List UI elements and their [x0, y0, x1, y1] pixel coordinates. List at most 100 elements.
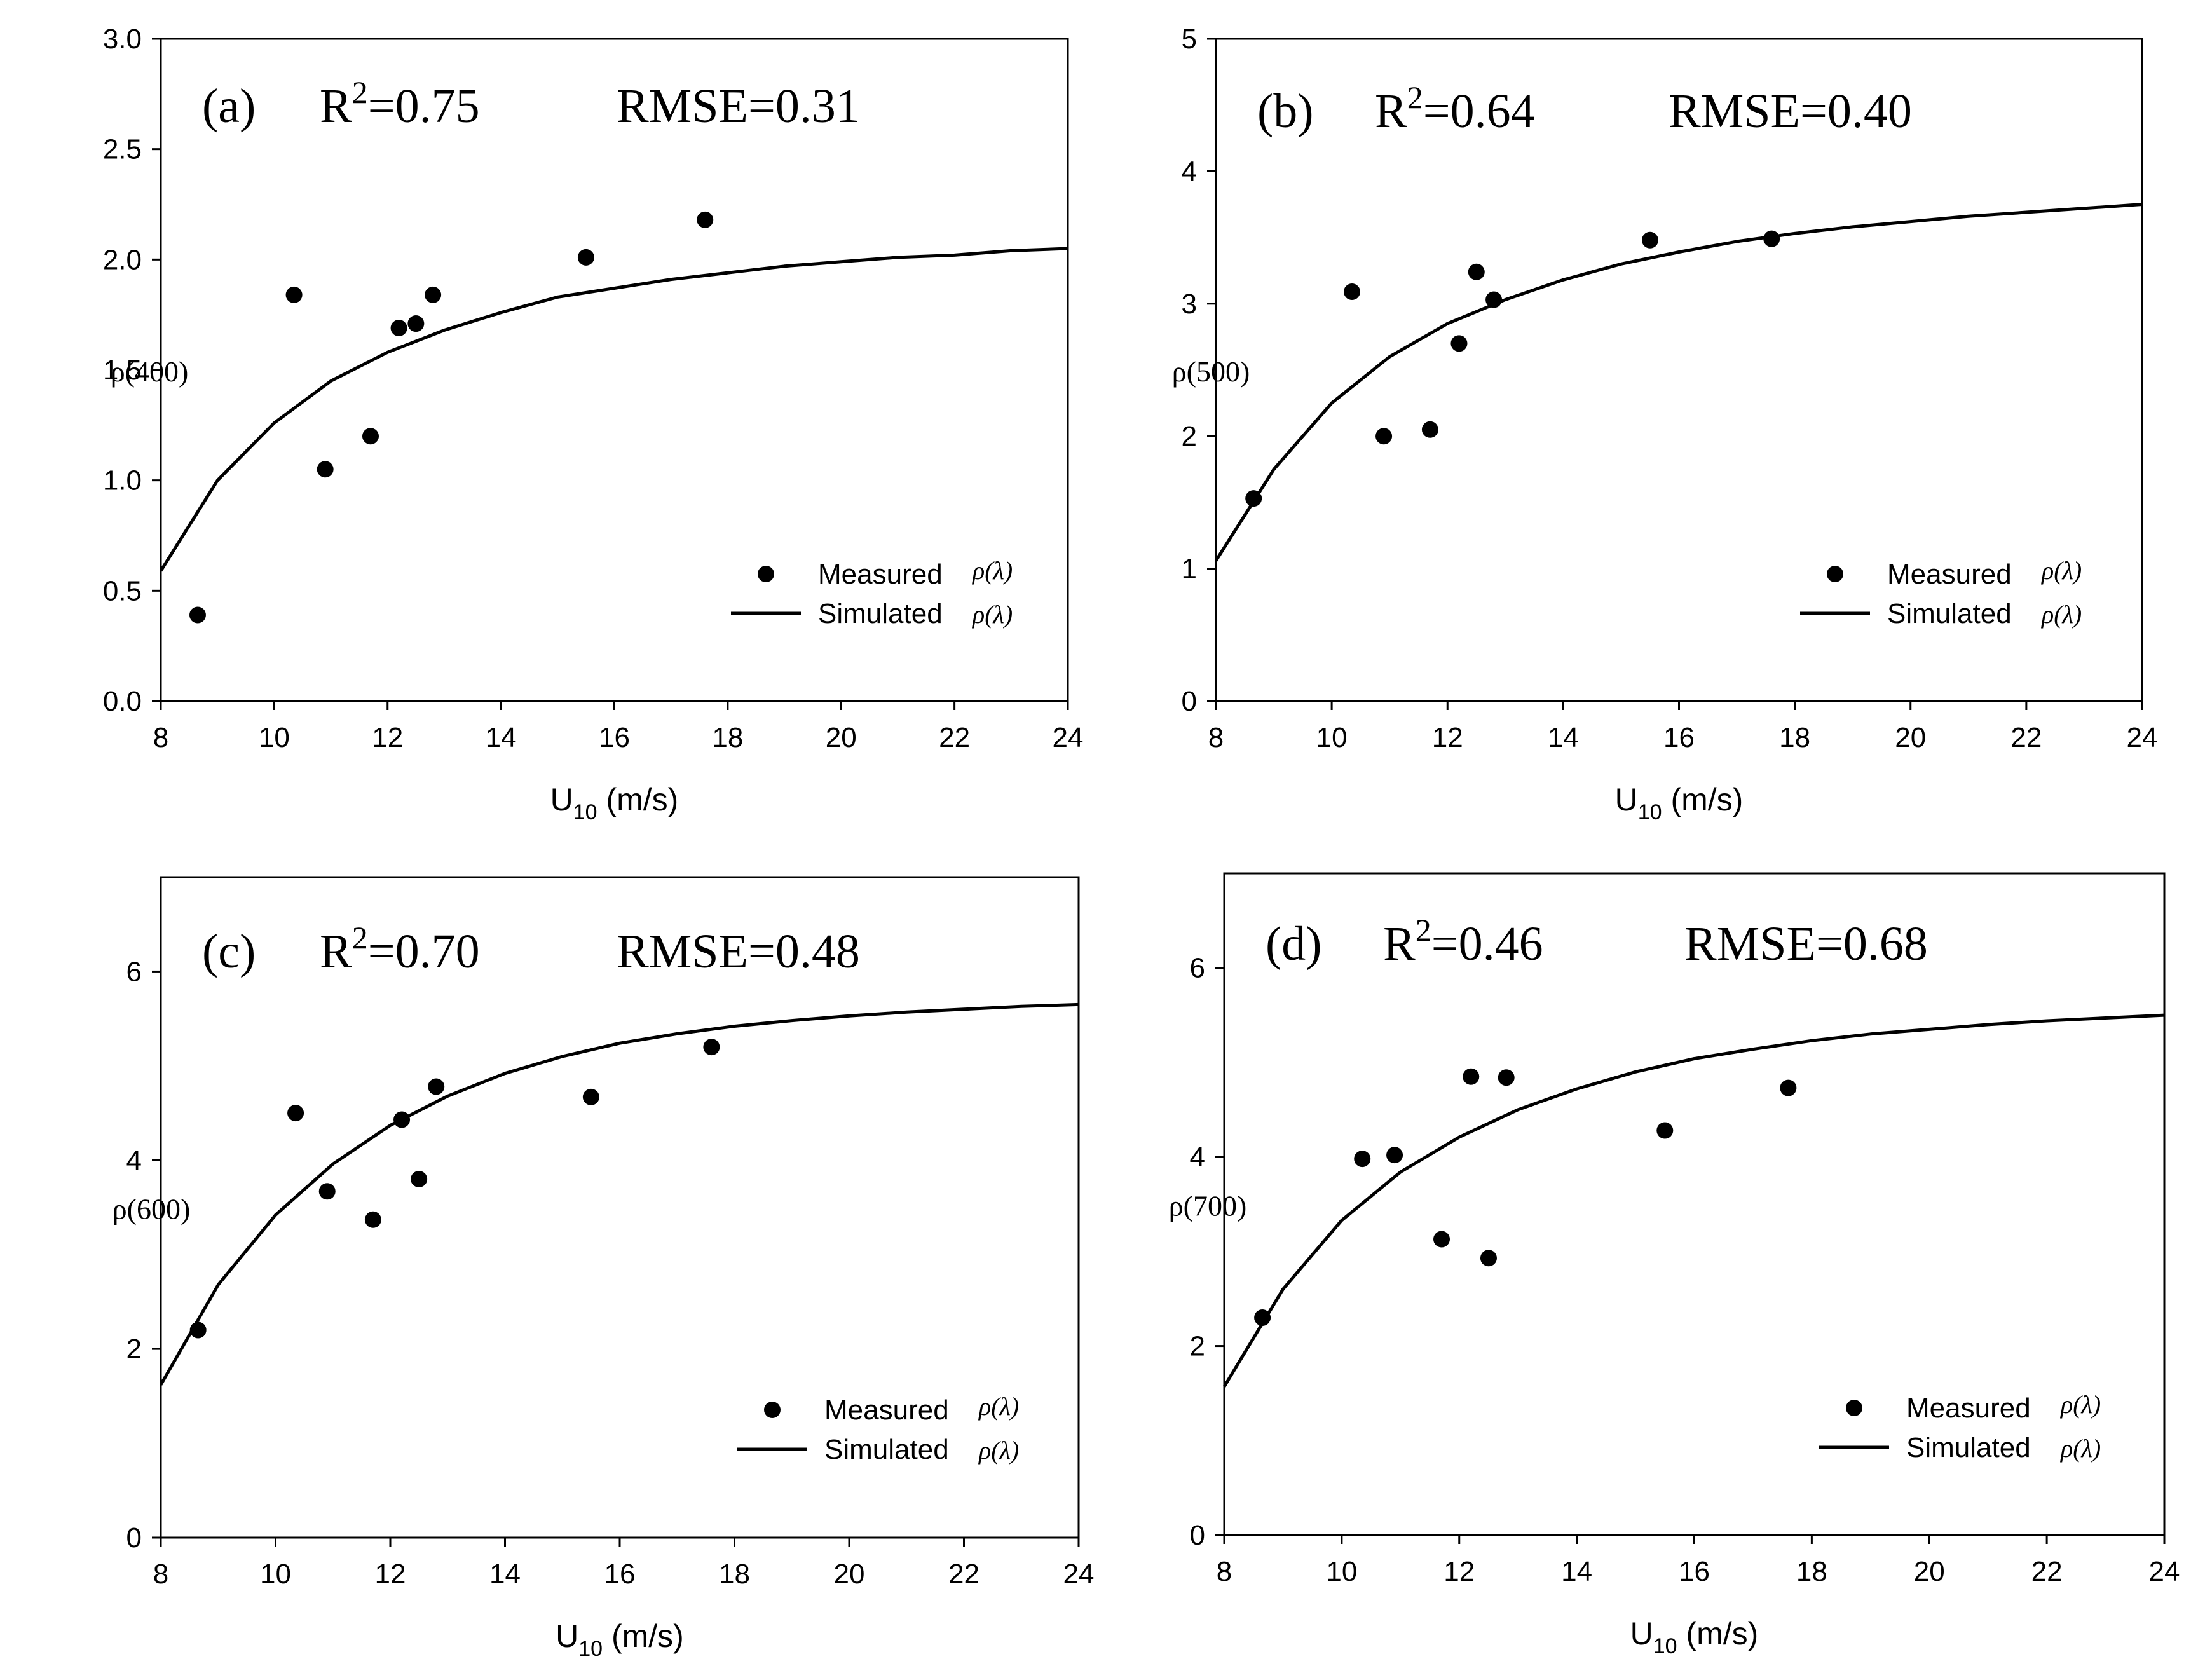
measured-point	[1386, 1147, 1403, 1164]
r-squared-label: R2=0.46	[1383, 912, 1543, 971]
x-tick-label: 12	[1444, 1556, 1475, 1587]
legend-simulated-label: Simulated	[1906, 1432, 2031, 1463]
rmse-label: RMSE=0.31	[617, 79, 860, 133]
measured-point	[189, 1321, 207, 1339]
legend-measured-label: Measured	[1887, 559, 2012, 590]
x-tick-label: 8	[153, 722, 168, 753]
y-tick-label: 1.0	[103, 465, 142, 496]
legend-measured-label: Measured	[824, 1395, 949, 1426]
measured-point	[285, 286, 303, 303]
legend-measured-marker	[1846, 1400, 1862, 1416]
rmse-label: RMSE=0.68	[1684, 917, 1928, 971]
x-axis-label: U10 (m/s)	[1615, 782, 1744, 824]
measured-point	[407, 315, 425, 332]
r-squared-label: R2=0.70	[320, 920, 480, 978]
simulated-curve	[159, 247, 1068, 572]
y-tick-label: 0.0	[103, 686, 142, 717]
x-tick-label: 24	[2149, 1556, 2180, 1587]
x-tick-label: 22	[2031, 1556, 2063, 1587]
measured-point	[1641, 231, 1658, 249]
legend-measured-symbol: ρ(λ)	[978, 1392, 1019, 1421]
y-axis-label: ρ(500)	[1172, 355, 1250, 388]
x-tick-label: 10	[1316, 722, 1348, 753]
legend: Measured ρ(λ) Simulated ρ(λ)	[737, 1392, 1019, 1465]
legend: Measured ρ(λ) Simulated ρ(λ)	[1800, 556, 2082, 629]
x-tick-label: 20	[1895, 722, 1926, 753]
y-tick-label: 0	[1190, 1520, 1205, 1551]
r-squared-label: R2=0.75	[320, 74, 480, 133]
legend-measured-label: Measured	[1906, 1393, 2031, 1424]
x-tick-label: 16	[1663, 722, 1695, 753]
measured-point	[1480, 1250, 1497, 1267]
measured-point	[1421, 421, 1438, 438]
legend-simulated-symbol: ρ(λ)	[2040, 600, 2082, 629]
x-axis-label: U10 (m/s)	[1630, 1616, 1759, 1658]
legend-simulated-symbol: ρ(λ)	[978, 1436, 1019, 1465]
x-tick-label: 18	[712, 722, 743, 753]
y-tick-label: 2.5	[103, 134, 142, 165]
legend: Measured ρ(λ) Simulated ρ(λ)	[731, 556, 1013, 629]
measured-point	[1254, 1309, 1271, 1326]
y-tick-label: 1.5	[103, 355, 142, 386]
legend-measured-marker	[1827, 566, 1843, 582]
x-tick-label: 16	[599, 722, 630, 753]
measured-point	[411, 1170, 428, 1187]
measured-point	[1450, 335, 1468, 352]
x-tick-label: 20	[1914, 1556, 1945, 1587]
x-tick-label: 10	[1326, 1556, 1357, 1587]
measured-point	[425, 286, 442, 303]
legend-measured-marker	[758, 566, 774, 582]
y-tick-label: 0.5	[103, 575, 142, 606]
measured-point	[317, 461, 334, 478]
y-tick-label: 6	[126, 956, 142, 987]
y-axis-label: ρ(600)	[113, 1193, 191, 1226]
x-tick-label: 18	[1779, 722, 1810, 753]
measured-point	[1245, 490, 1262, 507]
y-tick-label: 4	[1182, 156, 1197, 187]
y-tick-label: 2	[126, 1334, 142, 1365]
legend-simulated-label: Simulated	[1887, 598, 2012, 629]
y-axis-label: ρ(400)	[111, 355, 189, 388]
panel-label: (a)	[202, 79, 256, 133]
measured-point	[318, 1183, 336, 1200]
x-tick-label: 10	[259, 722, 290, 753]
y-tick-label: 1	[1182, 554, 1197, 585]
x-axis-label: U10 (m/s)	[550, 782, 679, 824]
legend-measured-symbol: ρ(λ)	[2040, 556, 2082, 585]
simulated-curve	[159, 1002, 1079, 1386]
measured-point	[1354, 1151, 1371, 1168]
measured-point	[1656, 1122, 1674, 1139]
measured-point	[393, 1111, 411, 1128]
x-tick-label: 14	[1561, 1556, 1592, 1587]
x-tick-label: 8	[1217, 1556, 1232, 1587]
y-tick-label: 2	[1190, 1331, 1205, 1362]
y-tick-label: 0	[126, 1522, 142, 1554]
measured-point	[1498, 1069, 1515, 1086]
y-tick-label: 4	[1190, 1142, 1205, 1173]
x-tick-label: 24	[1053, 722, 1084, 753]
x-tick-label: 14	[486, 722, 517, 753]
measured-point	[1463, 1068, 1480, 1085]
measured-point	[1433, 1231, 1450, 1248]
y-tick-label: 2.0	[103, 244, 142, 275]
panel-label: (b)	[1257, 85, 1314, 138]
measured-point	[189, 606, 206, 624]
x-tick-label: 18	[1796, 1556, 1827, 1587]
x-tick-label: 24	[1063, 1559, 1095, 1590]
x-tick-label: 12	[375, 1559, 406, 1590]
y-tick-label: 6	[1190, 953, 1205, 984]
measured-point	[390, 320, 407, 337]
measured-point	[287, 1105, 304, 1122]
y-tick-label: 0	[1182, 686, 1197, 717]
x-tick-label: 20	[834, 1559, 865, 1590]
r-squared-label: R2=0.64	[1375, 79, 1535, 138]
x-tick-label: 12	[372, 722, 403, 753]
y-tick-label: 3.0	[103, 24, 142, 55]
measured-point	[362, 428, 379, 445]
y-tick-label: 4	[126, 1145, 142, 1176]
x-tick-label: 8	[1208, 722, 1224, 753]
x-tick-label: 14	[1548, 722, 1579, 753]
